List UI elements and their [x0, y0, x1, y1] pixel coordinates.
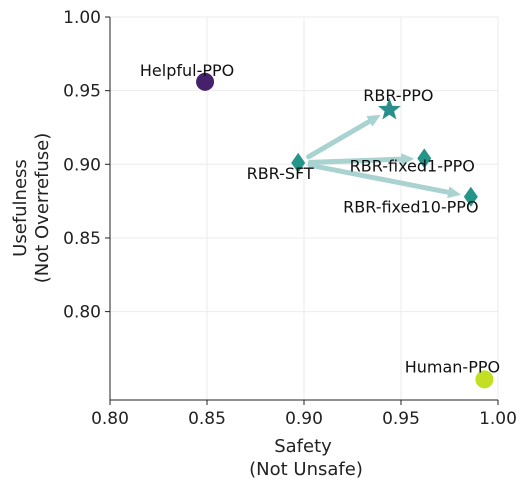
y-ticks: 0.80 0.85 0.90 0.95 1.00 [63, 8, 110, 323]
rbr-fixed1-ppo-marker [417, 148, 432, 169]
arrows [306, 114, 462, 199]
y-tick-label: 0.90 [63, 155, 101, 175]
arrow-rbr-ppo [306, 114, 381, 160]
point-labels: Helpful-PPO RBR-PPO RBR-SFT RBR-fixed1-PPO R… [140, 61, 500, 377]
human-ppo-marker [475, 370, 494, 389]
x-tick-label: 1.00 [479, 409, 517, 429]
data-points [196, 72, 494, 389]
rbr-fixed10-ppo-label: RBR-fixed10-PPO [343, 198, 478, 217]
x-axis-label-line2: (Not Unsafe) [249, 459, 363, 480]
arrow-rbr-fixed10-ppo [307, 162, 462, 199]
y-axis-label-line1: Usefulness [10, 159, 31, 257]
rbr-fixed10-ppo-marker [463, 186, 478, 207]
x-axis-label-line1: Safety [274, 436, 332, 457]
x-tick-label: 0.85 [188, 409, 226, 429]
y-tick-label: 0.85 [63, 229, 101, 249]
rbr-sft-label: RBR-SFT [247, 164, 314, 183]
x-ticks: 0.80 0.85 0.90 0.95 1.00 [91, 400, 517, 429]
y-tick-label: 1.00 [63, 8, 101, 28]
y-tick-label: 0.80 [63, 303, 101, 323]
rbr-ppo-label: RBR-PPO [363, 86, 433, 105]
x-tick-label: 0.95 [382, 409, 420, 429]
arrow-rbr-fixed1-ppo [307, 153, 415, 166]
x-tick-label: 0.80 [91, 409, 129, 429]
human-ppo-label: Human-PPO [405, 357, 500, 376]
rbr-sft-marker [291, 152, 306, 173]
y-tick-label: 0.95 [63, 82, 101, 102]
x-tick-label: 0.90 [285, 409, 323, 429]
rbr-fixed1-ppo-label: RBR-fixed1-PPO [350, 156, 475, 175]
helpful-ppo-label: Helpful-PPO [140, 61, 234, 80]
rbr-ppo-marker [377, 97, 401, 120]
helpful-ppo-marker [196, 72, 215, 91]
y-axis-label-line2: (Not Overrefuse) [32, 133, 53, 284]
